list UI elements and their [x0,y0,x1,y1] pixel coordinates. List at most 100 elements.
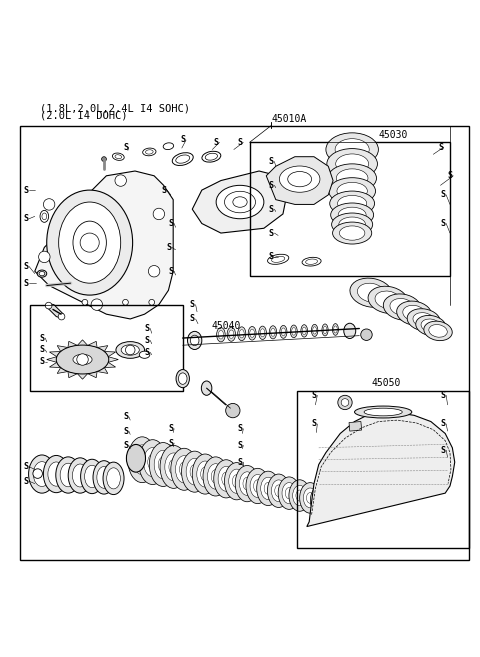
Ellipse shape [334,326,337,333]
Ellipse shape [285,487,293,499]
Ellipse shape [73,354,92,365]
Polygon shape [104,363,116,367]
Circle shape [361,329,372,340]
Ellipse shape [201,381,212,396]
Ellipse shape [238,327,246,341]
Ellipse shape [322,324,328,336]
Ellipse shape [48,462,65,486]
Ellipse shape [203,457,228,496]
Polygon shape [108,357,118,363]
Ellipse shape [176,456,193,483]
Text: S: S [441,419,445,428]
Ellipse shape [43,455,69,493]
Ellipse shape [225,191,255,213]
Ellipse shape [278,477,300,509]
Ellipse shape [169,459,179,474]
Circle shape [43,198,55,210]
Ellipse shape [47,190,132,295]
Ellipse shape [335,139,369,160]
Text: (1.8L,2.0L,2.4L I4 SOHC): (1.8L,2.0L,2.4L I4 SOHC) [39,103,190,113]
Text: S: S [144,336,150,345]
Ellipse shape [93,461,115,494]
Ellipse shape [149,443,177,486]
Ellipse shape [259,326,266,340]
Ellipse shape [407,309,440,331]
Text: S: S [190,300,195,309]
Ellipse shape [97,466,111,488]
Ellipse shape [103,462,124,495]
Ellipse shape [227,327,236,341]
Ellipse shape [37,270,47,277]
Ellipse shape [272,256,285,262]
Ellipse shape [145,150,153,154]
Ellipse shape [337,183,367,200]
Ellipse shape [317,495,324,505]
Text: S: S [168,438,173,447]
Ellipse shape [288,171,312,187]
Ellipse shape [424,321,452,340]
Ellipse shape [300,483,321,513]
Circle shape [91,299,103,310]
Ellipse shape [68,458,92,493]
Ellipse shape [229,469,245,493]
Circle shape [45,302,52,309]
Text: S: S [214,138,219,147]
Ellipse shape [296,490,303,501]
Ellipse shape [328,164,376,193]
Ellipse shape [312,327,316,334]
Ellipse shape [42,213,47,219]
Ellipse shape [282,483,296,504]
Circle shape [82,300,88,305]
Ellipse shape [384,294,421,320]
Ellipse shape [172,152,193,166]
Polygon shape [97,346,108,351]
Ellipse shape [84,465,99,487]
Ellipse shape [306,493,314,503]
Ellipse shape [143,148,156,156]
Text: S: S [39,334,45,342]
Ellipse shape [222,472,230,486]
Ellipse shape [218,466,234,491]
Ellipse shape [279,166,320,193]
Ellipse shape [186,459,203,485]
Text: S: S [269,205,274,214]
Ellipse shape [128,437,156,483]
Ellipse shape [333,324,338,335]
Ellipse shape [331,203,373,227]
Ellipse shape [229,330,234,338]
Text: 45050: 45050 [371,378,401,388]
Text: 45040: 45040 [211,321,241,331]
Text: S: S [238,424,242,433]
Ellipse shape [337,195,367,212]
Ellipse shape [329,177,375,204]
Ellipse shape [176,155,190,163]
Ellipse shape [211,470,220,484]
Polygon shape [47,304,63,318]
Ellipse shape [336,154,369,174]
Text: S: S [312,419,317,428]
Polygon shape [192,171,288,233]
Ellipse shape [364,408,402,416]
Ellipse shape [290,325,297,338]
Polygon shape [57,367,68,373]
Text: S: S [441,219,445,228]
Ellipse shape [253,480,262,492]
Ellipse shape [293,486,307,506]
Circle shape [125,345,135,355]
Text: 45030: 45030 [378,130,408,140]
Circle shape [338,396,352,409]
Ellipse shape [281,328,286,336]
Ellipse shape [267,474,290,507]
Text: S: S [123,143,128,152]
Ellipse shape [396,301,432,325]
Ellipse shape [232,475,241,487]
Ellipse shape [73,221,107,264]
Ellipse shape [171,448,198,490]
Text: S: S [269,181,274,190]
Ellipse shape [429,325,447,337]
Ellipse shape [302,258,321,266]
Ellipse shape [158,457,168,472]
Polygon shape [88,371,97,378]
Ellipse shape [375,291,401,309]
Circle shape [148,265,160,277]
